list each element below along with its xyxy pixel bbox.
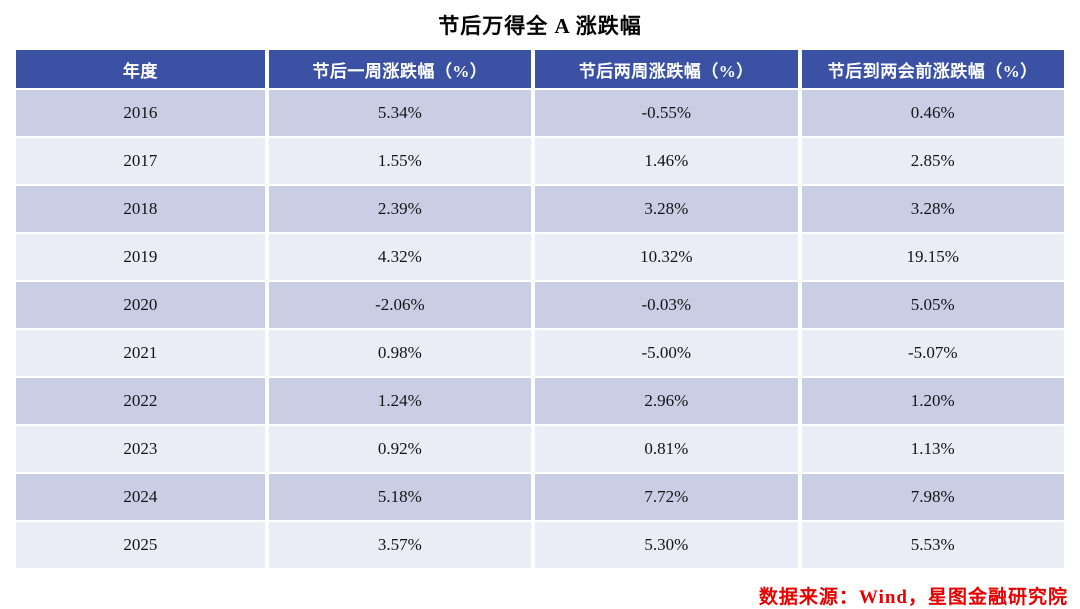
table-row: 2019 4.32% 10.32% 19.15%	[16, 234, 1064, 280]
value-cell: -2.06%	[268, 282, 532, 328]
table-row: 2018 2.39% 3.28% 3.28%	[16, 186, 1064, 232]
value-cell: 2.39%	[268, 186, 532, 232]
year-cell: 2017	[16, 138, 265, 184]
value-cell: 5.34%	[268, 90, 532, 136]
value-cell: -5.07%	[801, 330, 1064, 376]
year-cell: 2025	[16, 522, 265, 568]
value-cell: 1.55%	[268, 138, 532, 184]
year-cell: 2019	[16, 234, 265, 280]
value-cell: 3.57%	[268, 522, 532, 568]
table-row: 2025 3.57% 5.30% 5.53%	[16, 522, 1064, 568]
value-cell: 5.05%	[801, 282, 1064, 328]
year-cell: 2024	[16, 474, 265, 520]
value-cell: 3.28%	[801, 186, 1064, 232]
value-cell: 5.53%	[801, 522, 1064, 568]
value-cell: -5.00%	[535, 330, 798, 376]
table-row: 2016 5.34% -0.55% 0.46%	[16, 90, 1064, 136]
value-cell: 4.32%	[268, 234, 532, 280]
value-cell: 19.15%	[801, 234, 1064, 280]
value-cell: 5.30%	[535, 522, 798, 568]
returns-table: 年度 节后一周涨跌幅（%） 节后两周涨跌幅（%） 节后到两会前涨跌幅（%） 20…	[12, 48, 1068, 570]
value-cell: -0.03%	[535, 282, 798, 328]
data-source-note: 数据来源：Wind，星图金融研究院	[758, 587, 1068, 608]
value-cell: 1.13%	[801, 426, 1064, 472]
value-cell: 10.32%	[535, 234, 798, 280]
table-row: 2020 -2.06% -0.03% 5.05%	[16, 282, 1064, 328]
value-cell: 2.85%	[801, 138, 1064, 184]
header-week1: 节后一周涨跌幅（%）	[268, 50, 532, 88]
header-pre-two-sessions: 节后到两会前涨跌幅（%）	[801, 50, 1064, 88]
value-cell: 0.98%	[268, 330, 532, 376]
year-cell: 2021	[16, 330, 265, 376]
page-title: 节后万得全 A 涨跌幅	[438, 14, 642, 38]
table-row: 2017 1.55% 1.46% 2.85%	[16, 138, 1064, 184]
year-cell: 2020	[16, 282, 265, 328]
table-header: 年度 节后一周涨跌幅（%） 节后两周涨跌幅（%） 节后到两会前涨跌幅（%）	[16, 50, 1064, 88]
year-cell: 2022	[16, 378, 265, 424]
table-row: 2023 0.92% 0.81% 1.13%	[16, 426, 1064, 472]
value-cell: 5.18%	[268, 474, 532, 520]
value-cell: 1.20%	[801, 378, 1064, 424]
year-cell: 2016	[16, 90, 265, 136]
value-cell: 3.28%	[535, 186, 798, 232]
value-cell: 0.46%	[801, 90, 1064, 136]
table-row: 2022 1.24% 2.96% 1.20%	[16, 378, 1064, 424]
year-cell: 2023	[16, 426, 265, 472]
value-cell: 7.98%	[801, 474, 1064, 520]
value-cell: 7.72%	[535, 474, 798, 520]
value-cell: -0.55%	[535, 90, 798, 136]
table-row: 2021 0.98% -5.00% -5.07%	[16, 330, 1064, 376]
year-cell: 2018	[16, 186, 265, 232]
value-cell: 1.24%	[268, 378, 532, 424]
header-week2: 节后两周涨跌幅（%）	[535, 50, 798, 88]
value-cell: 2.96%	[535, 378, 798, 424]
table-body: 2016 5.34% -0.55% 0.46% 2017 1.55% 1.46% 2.85% 2…	[16, 90, 1064, 568]
table-row: 2024 5.18% 7.72% 7.98%	[16, 474, 1064, 520]
value-cell: 0.92%	[268, 426, 532, 472]
header-year: 年度	[16, 50, 265, 88]
value-cell: 0.81%	[535, 426, 798, 472]
value-cell: 1.46%	[535, 138, 798, 184]
